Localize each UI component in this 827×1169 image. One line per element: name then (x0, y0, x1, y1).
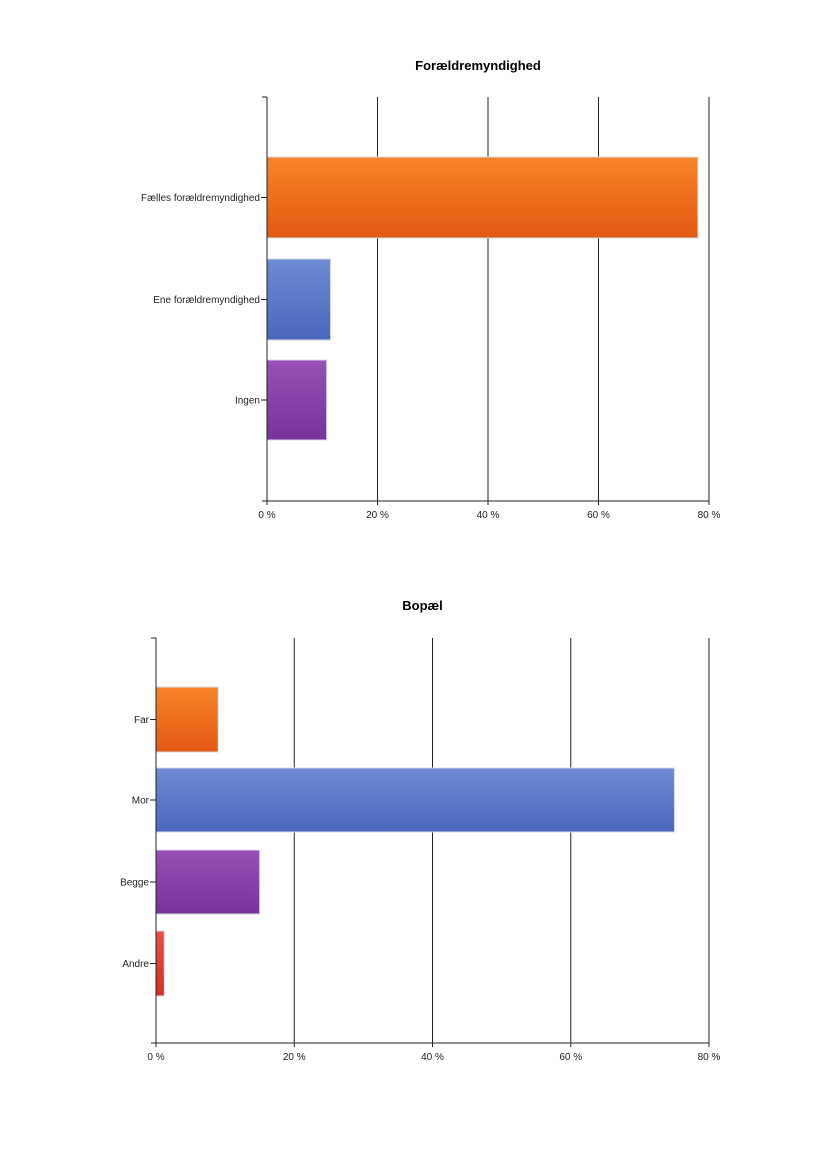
x-tick-label: 60 % (559, 1052, 582, 1063)
category-label: Mor (132, 796, 150, 807)
x-tick-label: 80 % (698, 1052, 721, 1063)
x-tick-label: 40 % (421, 1052, 444, 1063)
x-tick-label: 0 % (147, 1052, 164, 1063)
bar (155, 849, 261, 915)
category-label: Ene forældremyndighed (153, 295, 260, 306)
x-tick-label: 20 % (366, 510, 389, 521)
category-label: Ingen (235, 396, 260, 407)
category-label: Begge (120, 878, 149, 889)
x-tick-label: 80 % (698, 510, 721, 521)
bar (155, 686, 219, 753)
chart-bopael: Bopæl 0 % 20 % 40 % 60 % 80 % Far Mor Begge Andre (120, 598, 720, 1063)
x-tick-label: 60 % (587, 510, 610, 521)
bar (266, 359, 328, 441)
x-tick-label: 20 % (283, 1052, 306, 1063)
chart-foraeldremyndighed: Forældremyndighed 0 % 20 % 40 % 60 % 80 % Fæll… (141, 58, 720, 521)
bar (155, 767, 675, 833)
chart-title: Forældremyndighed (415, 58, 541, 73)
bar (266, 258, 332, 341)
category-label: Andre (122, 959, 149, 970)
chart-title: Bopæl (402, 598, 442, 613)
x-tick-label: 0 % (258, 510, 275, 521)
bar (155, 930, 165, 997)
category-label: Far (134, 715, 150, 726)
bar (266, 156, 699, 239)
x-tick-label: 40 % (477, 510, 500, 521)
category-label: Fælles forældremyndighed (141, 193, 260, 204)
